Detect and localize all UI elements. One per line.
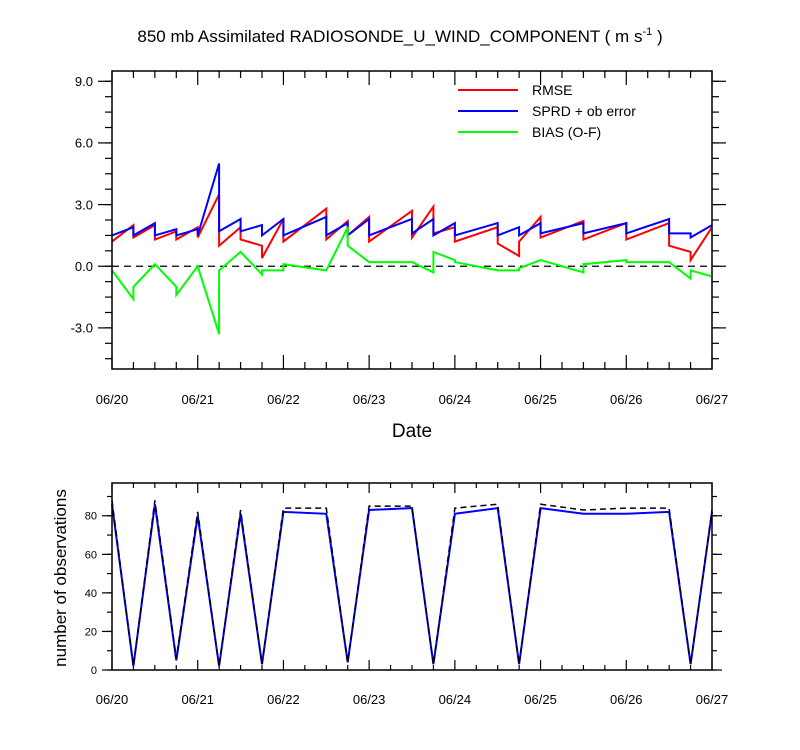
y-tick-label: 60 bbox=[85, 549, 97, 561]
x-tick-label: 06/24 bbox=[439, 392, 472, 407]
x-tick-label: 06/22 bbox=[267, 692, 300, 707]
x-tick-label: 06/26 bbox=[610, 392, 643, 407]
legend-label: SPRD + ob error bbox=[532, 103, 636, 119]
top-series-lines bbox=[111, 163, 713, 335]
bottom-series-lines bbox=[111, 500, 713, 667]
rmse-spread-bias-plot: -3.0 0.0 3.0 6.0 9.0 06/20 06/21 06/22 06/23 06/2… bbox=[71, 70, 729, 407]
x-tick-label: 06/26 bbox=[610, 692, 643, 707]
bottom-plot-frame bbox=[111, 482, 713, 671]
y-tick-label: 0.0 bbox=[75, 259, 93, 274]
chart-title: 850 mb Assimilated RADIOSONDE_U_WIND_COM… bbox=[137, 26, 662, 46]
y-tick-label: 6.0 bbox=[75, 136, 93, 151]
legend-label: RMSE bbox=[532, 82, 572, 98]
series-line-bias-o-f bbox=[111, 226, 713, 335]
bottom-axis-ticks bbox=[102, 483, 722, 671]
top-axis-ticks bbox=[98, 71, 726, 369]
bottom-tick-labels: 0 20 40 60 80 06/20 06/21 06/22 06/23 06/24 06/25 0… bbox=[85, 511, 729, 707]
x-tick-label: 06/21 bbox=[181, 692, 214, 707]
x-tick-label: 06/20 bbox=[96, 392, 129, 407]
series-line-assimilated-observations bbox=[111, 504, 713, 667]
y-tick-label: 20 bbox=[85, 626, 97, 638]
legend: RMSE SPRD + ob error BIAS (O-F) bbox=[458, 82, 636, 140]
x-tick-label: 06/20 bbox=[96, 692, 129, 707]
y-tick-label: -3.0 bbox=[71, 321, 93, 336]
y-tick-label: 9.0 bbox=[75, 74, 93, 89]
x-tick-label: 06/27 bbox=[696, 392, 729, 407]
x-tick-label: 06/25 bbox=[524, 692, 557, 707]
series-line-possible-observations bbox=[111, 500, 713, 667]
observation-count-plot: 0 20 40 60 80 06/20 06/21 06/22 06/23 06/24 06/25 0… bbox=[85, 482, 729, 707]
y-axis-label-observations: number of observations bbox=[51, 489, 70, 667]
y-tick-label: 0 bbox=[91, 665, 97, 677]
x-tick-label: 06/21 bbox=[181, 392, 214, 407]
y-tick-label: 3.0 bbox=[75, 197, 93, 212]
x-axis-label: Date bbox=[392, 421, 432, 442]
x-tick-label: 06/23 bbox=[353, 692, 386, 707]
legend-label: BIAS (O-F) bbox=[532, 124, 601, 140]
x-tick-label: 06/24 bbox=[439, 692, 472, 707]
y-tick-label: 80 bbox=[85, 511, 97, 523]
series-line-sprd-ob-error bbox=[111, 163, 713, 240]
top-tick-labels: -3.0 0.0 3.0 6.0 9.0 06/20 06/21 06/22 06/23 06/2… bbox=[71, 74, 729, 407]
x-tick-label: 06/22 bbox=[267, 392, 300, 407]
x-tick-label: 06/23 bbox=[353, 392, 386, 407]
x-tick-label: 06/25 bbox=[524, 392, 557, 407]
y-tick-label: 40 bbox=[85, 588, 97, 600]
top-plot-frame bbox=[111, 70, 713, 370]
x-tick-label: 06/27 bbox=[696, 692, 729, 707]
